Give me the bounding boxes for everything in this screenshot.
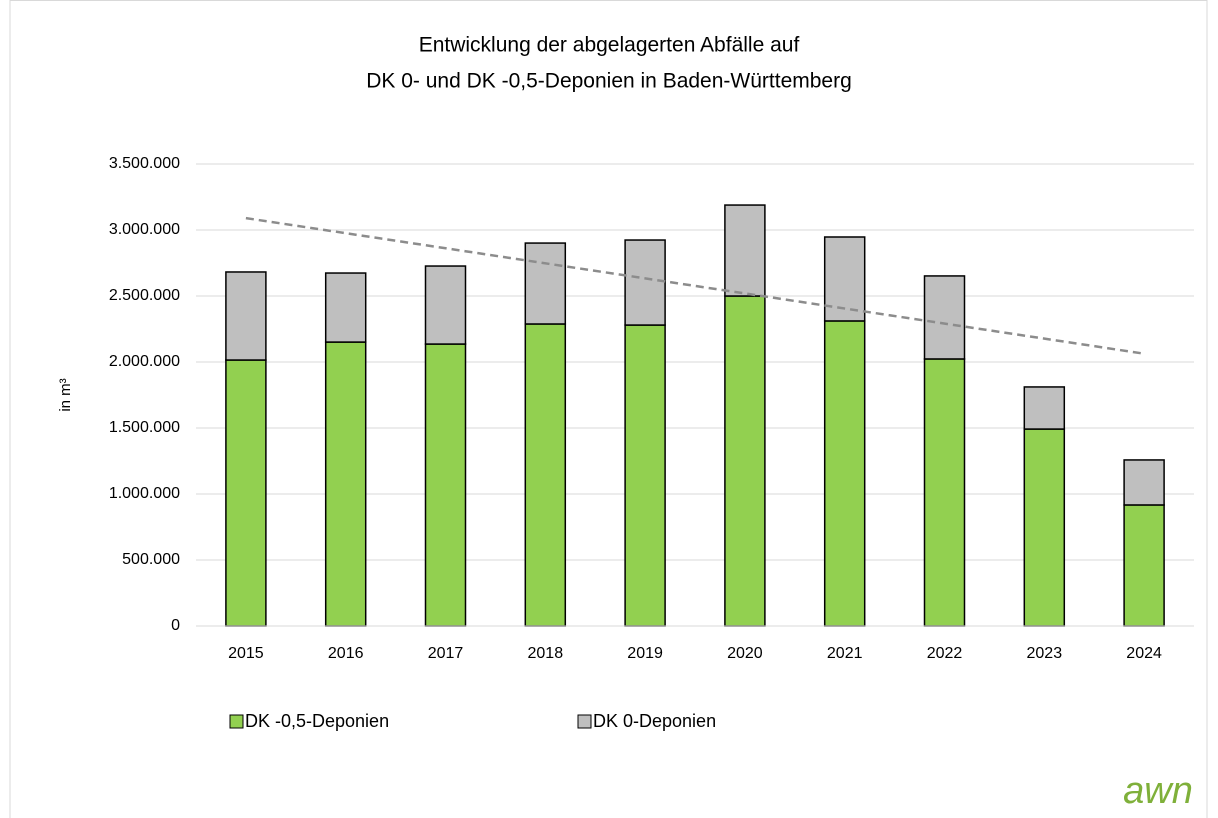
- bar-segment: [1023, 386, 1066, 430]
- x-tick-label: 2018: [528, 645, 564, 662]
- x-tick-label: 2021: [827, 645, 863, 662]
- bar-segment: [424, 343, 467, 627]
- x-tick-label: 2022: [927, 645, 963, 662]
- bar-segment: [1123, 459, 1165, 506]
- y-tick-label: 500.000: [122, 551, 180, 568]
- x-tick-label: 2016: [328, 645, 364, 662]
- y-tick-label: 2.000.000: [109, 353, 180, 370]
- y-tick-label: 1.500.000: [109, 419, 180, 436]
- x-tick-label: 2023: [1027, 645, 1063, 662]
- bar-segment: [923, 358, 966, 627]
- bar-segment: [1123, 504, 1165, 627]
- legend-swatch: [577, 714, 592, 729]
- bar-segment: [324, 341, 367, 627]
- chart-title: DK 0- und DK -0,5-Deponien in Baden-Würt…: [366, 70, 852, 93]
- y-tick-label: 3.000.000: [109, 221, 180, 238]
- chart-border: [9, 0, 1208, 818]
- bar-segment: [225, 271, 267, 361]
- y-tick-label: 0: [171, 617, 180, 634]
- bar-segment: [225, 359, 267, 627]
- bar-segment: [1023, 428, 1066, 627]
- bar-segment: [724, 295, 766, 627]
- bar-segment: [324, 272, 367, 343]
- y-axis-label: in m³: [57, 378, 74, 411]
- x-tick-label: 2024: [1126, 645, 1162, 662]
- legend-swatch: [229, 714, 244, 729]
- legend-label: DK 0-Deponien: [593, 711, 716, 731]
- y-tick-label: 1.000.000: [109, 485, 180, 502]
- x-tick-label: 2019: [627, 645, 663, 662]
- x-tick-label: 2020: [727, 645, 763, 662]
- legend-label: DK -0,5-Deponien: [245, 711, 389, 731]
- bar-segment: [624, 239, 666, 326]
- logo: awn: [1123, 770, 1193, 812]
- x-tick-label: 2017: [428, 645, 464, 662]
- y-tick-label: 2.500.000: [109, 287, 180, 304]
- bar-segment: [724, 204, 766, 297]
- trend-line: [245, 216, 1145, 355]
- y-tick-label: 3.500.000: [109, 155, 180, 172]
- bar-segment: [923, 275, 966, 360]
- bar-segment: [624, 324, 666, 627]
- bar-segment: [424, 265, 467, 345]
- x-tick-label: 2015: [228, 645, 264, 662]
- bar-segment: [524, 323, 567, 627]
- bar-segment: [823, 320, 866, 627]
- bar-segment: [524, 242, 567, 325]
- chart-title: Entwicklung der abgelagerten Abfälle auf: [419, 34, 800, 57]
